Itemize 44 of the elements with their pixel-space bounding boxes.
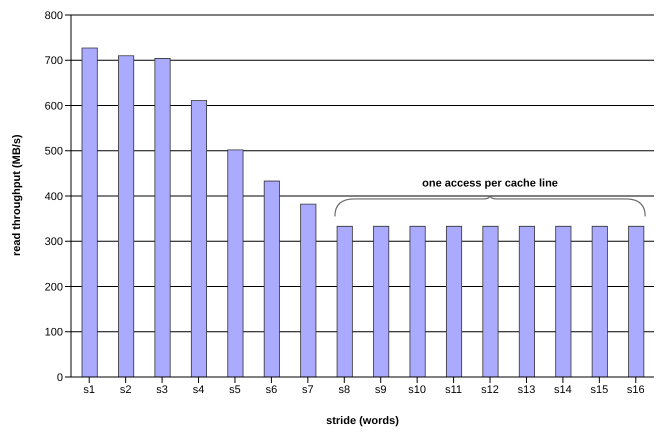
- bar: [82, 48, 98, 377]
- bar: [446, 226, 462, 377]
- x-tick-label: s10: [408, 384, 426, 396]
- x-tick-label: s11: [445, 384, 462, 396]
- bar: [518, 226, 535, 377]
- x-tick-label: s8: [338, 384, 350, 396]
- x-tick-label: s2: [120, 384, 132, 396]
- x-tick-label: s6: [266, 384, 278, 396]
- bar: [592, 226, 608, 377]
- annotation: one access per cache line: [422, 177, 558, 190]
- bar: [154, 58, 171, 377]
- bar: [118, 55, 134, 377]
- bar: [482, 226, 499, 377]
- x-tick-label: s16: [626, 384, 645, 396]
- y-tick-label: 400: [44, 190, 63, 203]
- bar: [300, 204, 316, 377]
- x-tick-label: s14: [554, 384, 572, 396]
- bar: [410, 226, 426, 377]
- bar: [264, 180, 280, 377]
- y-tick-label: 500: [44, 146, 63, 158]
- x-tick-label: s1: [83, 384, 96, 396]
- bar: [227, 149, 244, 377]
- y-tick-label: 800: [44, 10, 63, 22]
- y-tick-label: 600: [44, 100, 63, 112]
- x-tick-label: s13: [518, 384, 536, 396]
- y-axis-title: read throughput (MB/s): [10, 134, 23, 256]
- bar: [373, 226, 390, 377]
- x-tick-label: s12: [481, 384, 499, 396]
- bar: [628, 226, 644, 377]
- x-axis-title: stride (words): [326, 415, 400, 427]
- x-tick-label: s7: [302, 384, 314, 396]
- x-tick-label: s4: [192, 384, 204, 396]
- y-tick-label: 200: [44, 281, 63, 294]
- x-tick-label: s9: [374, 384, 387, 396]
- x-tick-label: s5: [229, 384, 241, 396]
- bar: [555, 226, 572, 377]
- y-tick-label: 100: [44, 326, 63, 339]
- y-tick-label: 700: [44, 55, 63, 68]
- bar: [190, 100, 208, 377]
- x-tick-label: s15: [590, 384, 608, 396]
- y-tick-label: 0: [56, 372, 63, 384]
- bar: [336, 226, 353, 377]
- y-tick-label: 300: [44, 236, 63, 248]
- x-tick-label: s3: [156, 384, 168, 396]
